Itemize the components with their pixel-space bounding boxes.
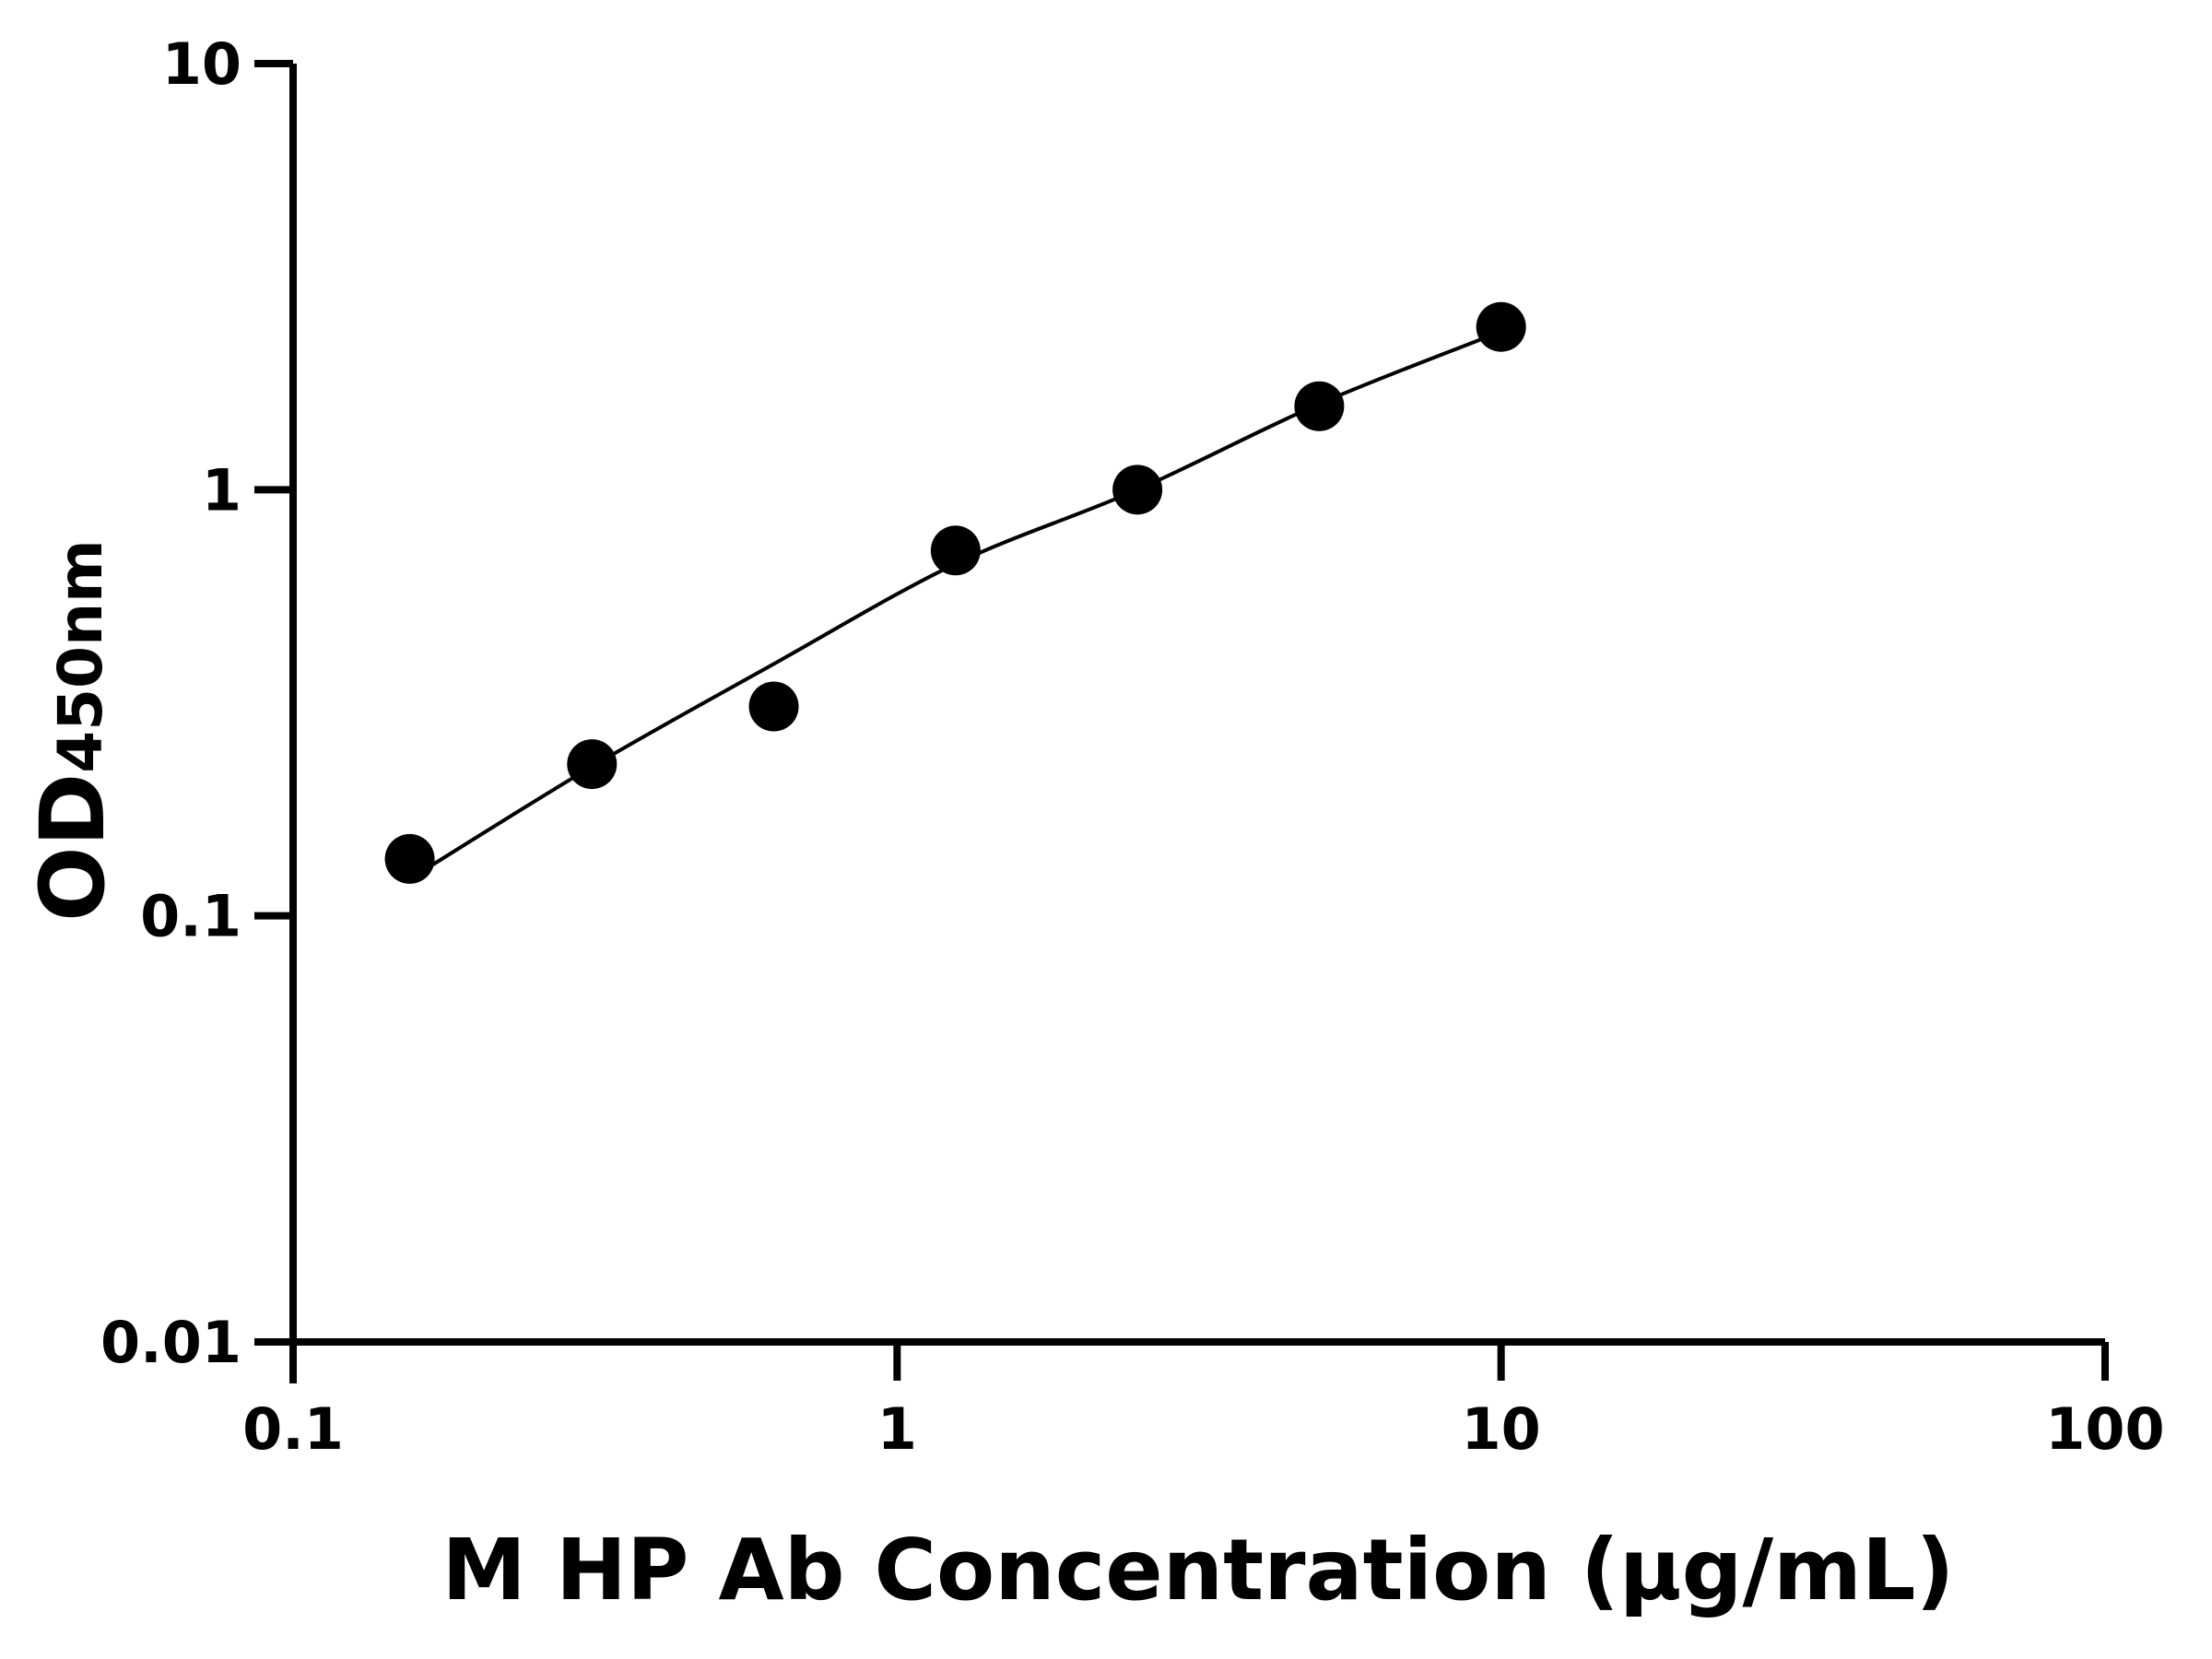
- y-tick-label: 1: [202, 456, 241, 524]
- data-point: [567, 739, 618, 790]
- y-axis-label-main: OD: [21, 773, 124, 922]
- x-tick-label: 1: [877, 1395, 917, 1463]
- x-tick-label: 10: [1462, 1395, 1541, 1463]
- x-tick-label: 0.1: [242, 1395, 344, 1463]
- data-point: [930, 525, 981, 576]
- data-point: [384, 833, 435, 884]
- svg-text:OD450nm: OD450nm: [21, 539, 124, 922]
- y-axis-label: OD450nm: [21, 539, 124, 922]
- x-axis-label: M HP Ab Concentration (µg/mL): [441, 1521, 1954, 1619]
- data-point: [748, 681, 799, 732]
- data-point: [1112, 465, 1163, 515]
- data-point: [1476, 301, 1526, 352]
- x-tick-label: 100: [2045, 1395, 2164, 1463]
- data-point: [1294, 381, 1345, 431]
- y-tick-label: 0.1: [140, 883, 241, 950]
- data-points: [384, 301, 1526, 884]
- y-axis-label-sub: 450nm: [45, 539, 116, 773]
- y-tick-label: 0.01: [100, 1309, 241, 1376]
- y-tick-label: 10: [162, 30, 241, 98]
